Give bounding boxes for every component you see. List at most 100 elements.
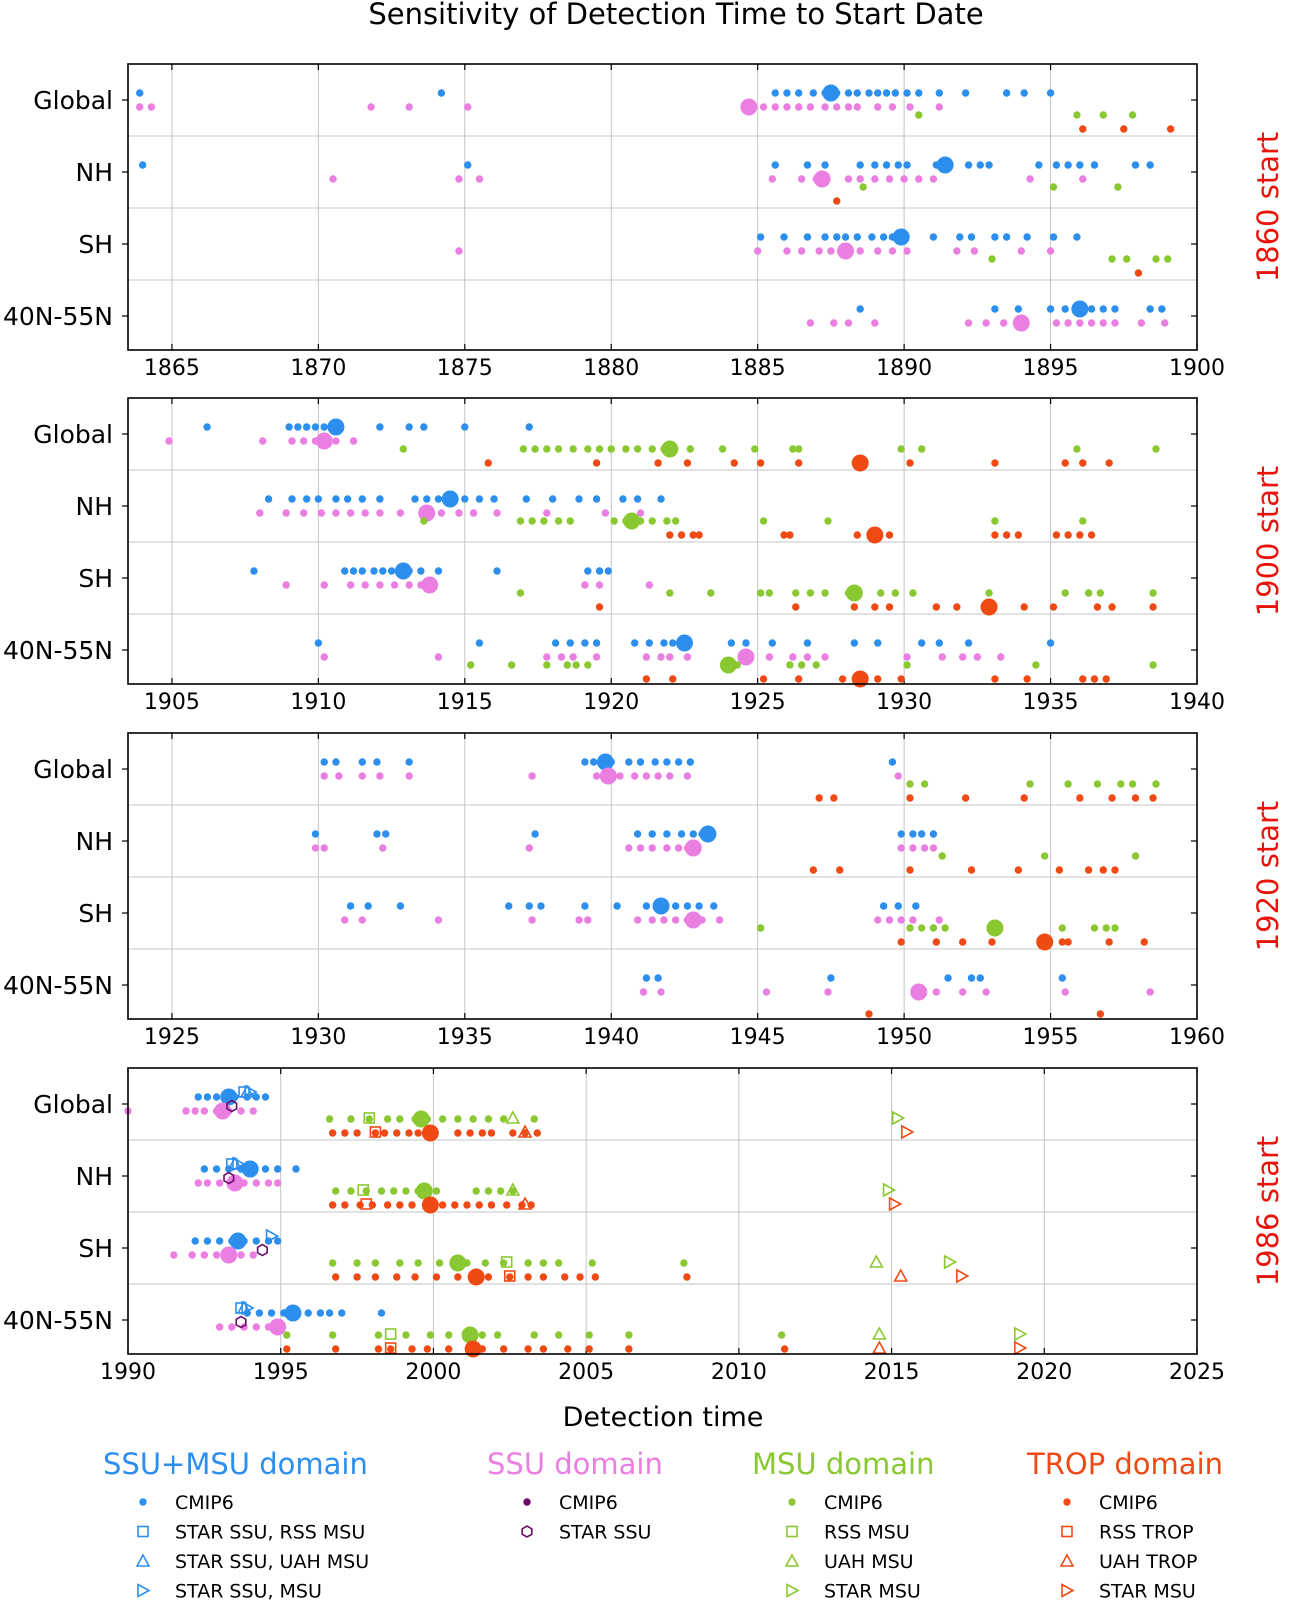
- region-label-40n-55n: 40N-55N: [3, 636, 113, 665]
- cmip6-point: [1058, 938, 1066, 946]
- cmip6-point: [856, 247, 864, 255]
- cmip6-point: [871, 319, 879, 327]
- cmip6-point: [897, 675, 905, 683]
- region-label-nh: NH: [76, 827, 114, 856]
- cmip6-point: [783, 247, 791, 255]
- legend-marker-square: [786, 1525, 798, 1538]
- cmip6-point: [584, 445, 592, 453]
- cmip6-point: [663, 758, 671, 766]
- cmip6-point: [765, 653, 774, 661]
- series-nh-ssu_msu: [138, 156, 1154, 174]
- legend-marker-triangle-up: [135, 1553, 151, 1567]
- ensemble-mean-point: [851, 454, 869, 472]
- cmip6-point: [648, 916, 656, 924]
- cmip6-point: [314, 495, 323, 503]
- ensemble-mean-point: [421, 1196, 439, 1214]
- cmip6-point: [669, 675, 677, 683]
- x-tick-label: 1945: [730, 1025, 786, 1050]
- cmip6-point: [844, 175, 853, 183]
- series-global-trop: [328, 1124, 541, 1142]
- ensemble-mean-point: [421, 1124, 439, 1142]
- cmip6-point: [288, 495, 296, 503]
- cmip6-point: [420, 517, 428, 525]
- cmip6-point: [806, 319, 815, 327]
- cmip6-point: [920, 844, 929, 852]
- cmip6-point: [786, 531, 794, 539]
- cmip6-point: [1061, 589, 1069, 597]
- ensemble-mean-point: [461, 1326, 479, 1344]
- x-tick-label: 1950: [876, 1025, 932, 1050]
- cmip6-point: [871, 603, 879, 611]
- obs-marker-square: [357, 1184, 369, 1196]
- cmip6-point: [1152, 255, 1160, 263]
- cmip6-point: [1061, 988, 1069, 996]
- cmip6-point: [249, 1107, 257, 1115]
- cmip6-point: [396, 1201, 404, 1209]
- x-tick-label: 1920: [583, 690, 639, 715]
- cmip6-point: [932, 603, 941, 611]
- cmip6-point: [1061, 459, 1069, 467]
- x-tick-label: 2015: [864, 1360, 920, 1385]
- cmip6-point: [991, 459, 999, 467]
- cmip6-point: [1099, 305, 1107, 313]
- cmip6-point: [944, 974, 952, 982]
- cmip6-point: [882, 89, 891, 97]
- cmip6-point: [710, 902, 718, 910]
- cmip6-point: [718, 445, 727, 453]
- x-tick-label: 1890: [876, 356, 932, 381]
- obs-marker-square: [503, 1270, 516, 1282]
- cmip6-point: [1099, 111, 1107, 119]
- cmip6-point: [595, 445, 604, 453]
- cmip6-point: [341, 567, 349, 575]
- cmip6-point: [821, 233, 829, 241]
- cmip6-point: [803, 653, 812, 661]
- obs-marker-triangle-up: [868, 1254, 884, 1268]
- cmip6-point: [1064, 319, 1072, 327]
- cmip6-point: [325, 1115, 334, 1123]
- cmip6-point: [1046, 639, 1055, 647]
- obs-marker-triangle-right: [1014, 1326, 1028, 1342]
- cmip6-point: [249, 1251, 257, 1259]
- series-global-ssu_msu: [194, 1088, 270, 1106]
- cmip6-point: [897, 445, 905, 453]
- cmip6-point: [991, 233, 999, 241]
- series-nh-ssu: [329, 170, 1087, 188]
- cmip6-point: [806, 589, 815, 597]
- cmip6-point: [666, 653, 674, 661]
- cmip6-point: [964, 161, 973, 169]
- cmip6-point: [630, 639, 639, 647]
- ensemble-mean-point: [845, 584, 863, 602]
- ensemble-mean-point: [813, 170, 831, 188]
- cmip6-point: [759, 675, 768, 683]
- cmip6-point: [1131, 161, 1140, 169]
- ensemble-mean-point: [269, 1318, 287, 1336]
- cmip6-point: [320, 844, 328, 852]
- cmip6-point: [865, 89, 873, 97]
- cmip6-point: [484, 1115, 493, 1123]
- cmip6-point: [885, 603, 894, 611]
- cmip6-point: [361, 581, 369, 589]
- cmip6-point: [633, 916, 642, 924]
- ensemble-mean-point: [1036, 933, 1054, 951]
- cmip6-point: [1058, 974, 1066, 982]
- cmip6-point: [958, 938, 967, 946]
- ensemble-mean-point: [229, 1232, 247, 1250]
- cmip6-point: [325, 1309, 334, 1317]
- ensemble-mean-point: [284, 1304, 302, 1322]
- cmip6-point: [897, 938, 905, 946]
- cmip6-point: [250, 567, 258, 575]
- obs-marker-triangle-right: [943, 1254, 958, 1270]
- series-sh-trop: [897, 933, 1148, 951]
- cmip6-point: [1017, 247, 1025, 255]
- cmip6-point: [1079, 459, 1087, 467]
- cmip6-point: [203, 1093, 212, 1101]
- cmip6-point: [561, 1273, 569, 1281]
- cmip6-point: [379, 844, 387, 852]
- cmip6-point: [616, 772, 624, 780]
- cmip6-point: [888, 758, 897, 766]
- cmip6-point: [1090, 161, 1099, 169]
- x-tick-label: 2000: [405, 1360, 461, 1385]
- cmip6-point: [803, 161, 812, 169]
- cmip6-point: [683, 653, 692, 661]
- cmip6-point: [554, 1259, 563, 1267]
